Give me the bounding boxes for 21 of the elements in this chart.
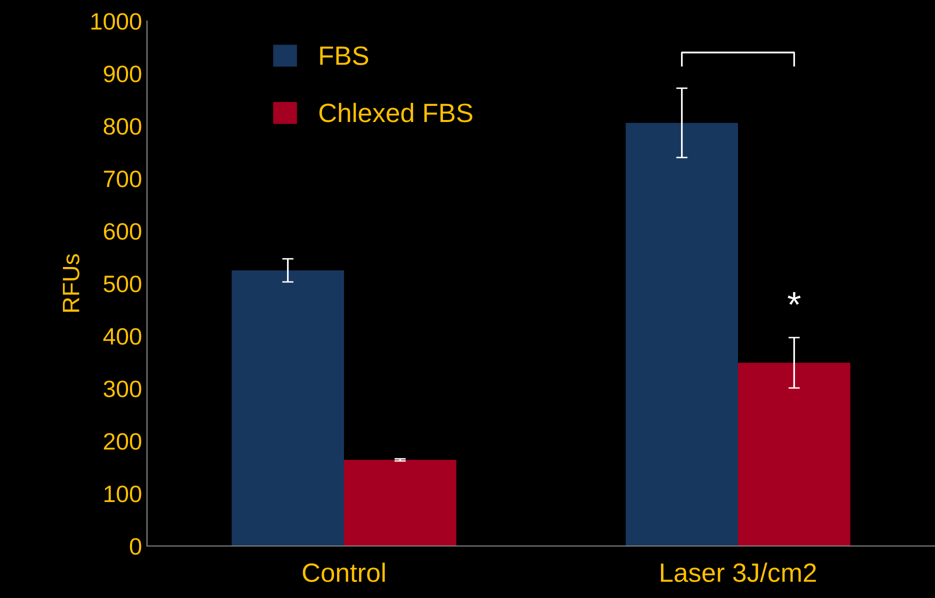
legend-label: FBS — [320, 46, 368, 66]
bar — [344, 460, 456, 546]
y-tick-label: 200 — [104, 433, 142, 450]
y-tick-label: 0 — [130, 538, 142, 555]
y-tick-label: 800 — [104, 118, 142, 135]
y-tick-label: 1000 — [91, 13, 142, 30]
x-tick-label: Control — [302, 562, 385, 582]
bar — [626, 122, 738, 546]
y-axis-title: RFUs — [62, 254, 80, 312]
y-tick-label: 100 — [104, 486, 142, 502]
bar — [738, 362, 850, 546]
y-tick-label: 700 — [104, 170, 142, 188]
legend-label: Chlexed FBS — [319, 102, 472, 122]
y-tick-label: 300 — [104, 380, 142, 398]
y-tick-label: 500 — [104, 276, 142, 292]
x-tick-label: Laser 3J/cm2 — [660, 562, 816, 582]
y-tick-label: 600 — [104, 223, 142, 240]
y-tick-label: 900 — [104, 66, 142, 82]
bar — [232, 270, 344, 546]
annotation: * — [788, 292, 801, 305]
y-tick-label: 400 — [103, 328, 142, 345]
